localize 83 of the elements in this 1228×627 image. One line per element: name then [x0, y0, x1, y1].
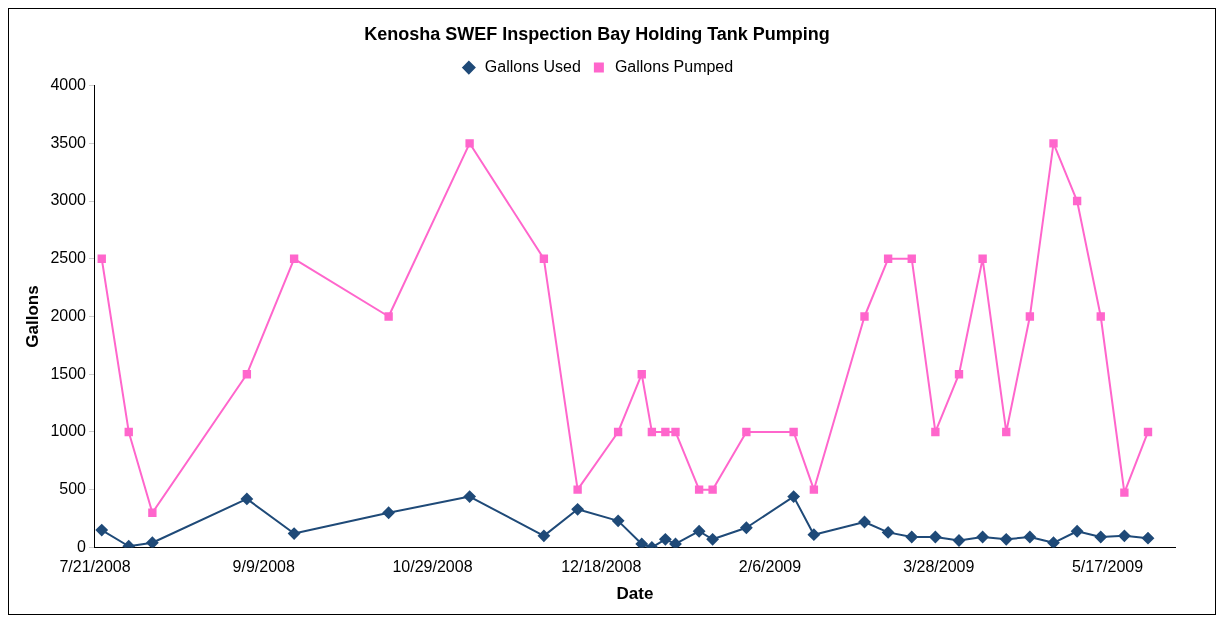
point	[953, 534, 965, 547]
point	[382, 506, 395, 519]
point	[929, 531, 942, 544]
point	[289, 254, 299, 263]
x-tick-label: 7/21/2008	[59, 558, 131, 576]
point	[573, 485, 582, 494]
point	[858, 516, 871, 528]
point	[95, 524, 108, 537]
point	[907, 254, 916, 263]
point	[1023, 531, 1036, 544]
point	[694, 485, 704, 494]
point	[539, 254, 549, 263]
point	[659, 533, 672, 546]
point	[742, 427, 751, 437]
point	[860, 312, 869, 321]
point	[978, 254, 987, 263]
point	[384, 312, 393, 321]
point	[647, 427, 657, 437]
point	[882, 526, 895, 539]
y-tick-label: 3500	[50, 133, 87, 151]
point	[465, 139, 474, 148]
y-axis-title: Gallons	[22, 285, 42, 348]
y-tick-label: 2500	[50, 249, 87, 267]
point	[1072, 196, 1082, 206]
point	[661, 427, 670, 437]
x-tick-label: 12/18/2008	[561, 558, 642, 576]
x-tick-label: 3/28/2009	[903, 558, 975, 576]
point	[288, 527, 301, 540]
point	[976, 531, 989, 544]
point	[1049, 139, 1058, 148]
point	[537, 529, 550, 542]
point	[1118, 529, 1131, 542]
point	[1071, 525, 1084, 538]
point	[571, 503, 584, 516]
point	[1120, 488, 1129, 497]
legend-label: Gallons Used	[484, 58, 581, 76]
x-tick-label: 10/29/2008	[392, 558, 473, 576]
y-tick-label: 1500	[50, 364, 87, 382]
point	[787, 490, 800, 503]
x-tick-label: 2/6/2009	[738, 558, 802, 576]
point	[612, 514, 625, 527]
point	[463, 490, 476, 503]
point	[1002, 427, 1011, 437]
y-tick-label: 3000	[50, 191, 87, 209]
point	[954, 370, 964, 379]
x-axis-title: Date	[616, 584, 654, 604]
point	[669, 537, 682, 548]
point	[1096, 312, 1105, 321]
point	[706, 533, 719, 546]
point	[1000, 533, 1013, 546]
point	[931, 427, 940, 437]
point	[809, 485, 819, 494]
x-tick-label: 9/9/2008	[232, 558, 295, 576]
point	[1142, 532, 1154, 545]
point	[1025, 312, 1035, 321]
point	[671, 427, 680, 437]
point	[883, 254, 893, 263]
point	[613, 427, 623, 437]
point	[1143, 427, 1153, 437]
point	[789, 427, 798, 437]
point	[146, 536, 159, 548]
y-tick-label: 0	[77, 537, 87, 555]
chart-title: Kenosha SWEF Inspection Bay Holding Tank Pumping	[364, 23, 830, 44]
y-tick-label: 2000	[50, 306, 87, 324]
legend-label: Gallons Pumped	[614, 58, 734, 76]
point	[637, 370, 646, 379]
point	[240, 492, 253, 505]
point	[1094, 531, 1107, 544]
point	[242, 370, 252, 379]
y-tick-label: 500	[59, 480, 87, 498]
y-tick-label: 4000	[50, 76, 87, 94]
point	[148, 508, 157, 517]
point	[97, 254, 106, 263]
point	[635, 537, 648, 548]
point	[905, 531, 918, 544]
point	[693, 525, 706, 538]
point	[740, 521, 753, 534]
point	[708, 485, 717, 494]
x-tick-label: 5/17/2009	[1071, 558, 1144, 576]
point	[807, 528, 820, 541]
y-tick-label: 1000	[50, 422, 87, 440]
point	[1047, 536, 1060, 548]
point	[124, 427, 133, 437]
